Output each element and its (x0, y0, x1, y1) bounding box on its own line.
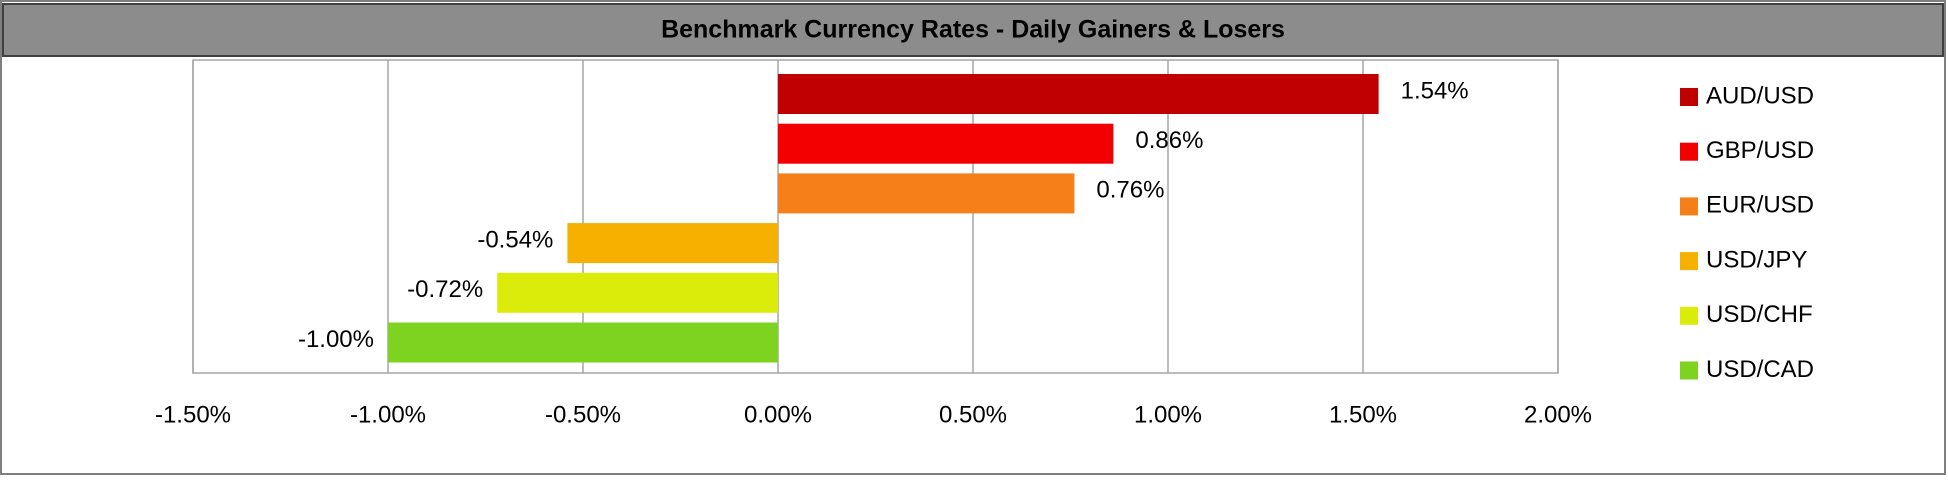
legend-label: USD/JPY (1706, 246, 1807, 273)
legend-swatch (1680, 142, 1698, 161)
legend-label: AUD/USD (1706, 82, 1814, 109)
legend-label: GBP/USD (1706, 137, 1814, 164)
x-tick-label: 0.50% (939, 401, 1007, 428)
legend-label: USD/CHF (1706, 301, 1813, 328)
data-label: 0.76% (1096, 177, 1164, 204)
x-tick-label: 2.00% (1524, 401, 1592, 428)
x-tick-label: 0.00% (744, 401, 812, 428)
bar (778, 173, 1075, 214)
data-label: 1.54% (1401, 77, 1469, 104)
legend-swatch (1680, 88, 1698, 106)
bar (778, 123, 1114, 164)
bar (567, 223, 778, 264)
legend-swatch (1680, 361, 1698, 380)
data-label: -1.00% (298, 326, 374, 353)
legend-label: EUR/USD (1706, 192, 1814, 219)
legend-swatch (1680, 197, 1698, 216)
legend-label: USD/CAD (1706, 356, 1814, 383)
x-tick-label: 1.00% (1134, 401, 1202, 428)
bar (497, 272, 778, 313)
bar (778, 74, 1379, 114)
x-tick-label: -1.00% (350, 401, 426, 428)
x-tick-label: -0.50% (545, 401, 621, 428)
chart-title: Benchmark Currency Rates - Daily Gainers… (661, 16, 1285, 44)
bar (388, 322, 778, 363)
data-label: -0.72% (407, 276, 483, 303)
title-bar (2, 3, 1944, 57)
legend-swatch (1680, 252, 1698, 271)
x-tick-label: 1.50% (1329, 401, 1397, 428)
data-label: 0.86% (1135, 127, 1203, 154)
data-label: -0.54% (477, 226, 553, 253)
x-tick-label: -1.50% (155, 401, 231, 428)
legend-swatch (1680, 306, 1698, 325)
